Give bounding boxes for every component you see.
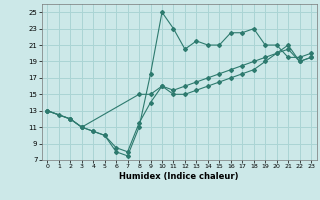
X-axis label: Humidex (Indice chaleur): Humidex (Indice chaleur) (119, 172, 239, 181)
